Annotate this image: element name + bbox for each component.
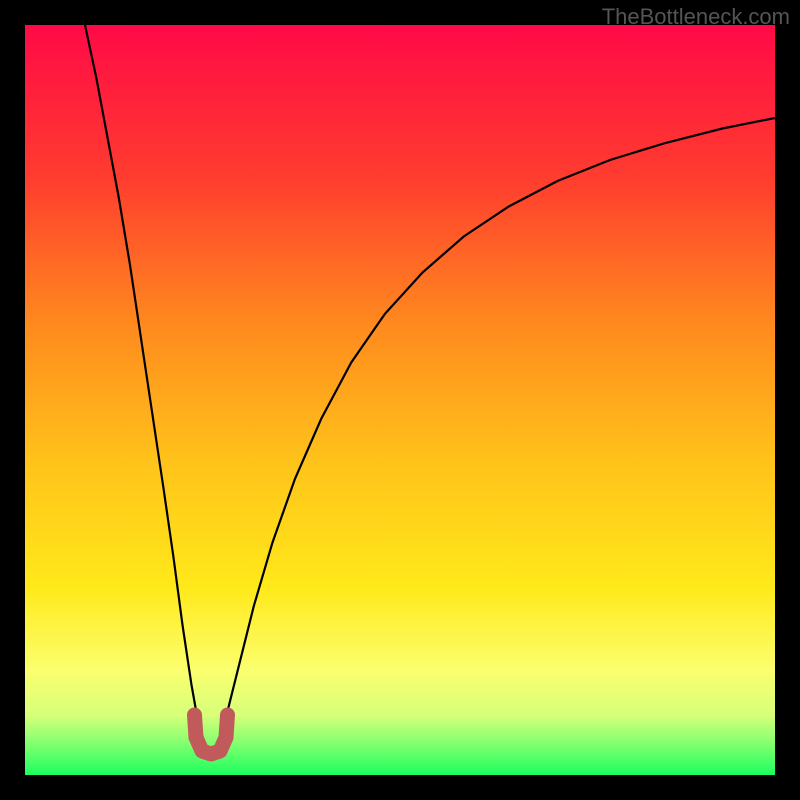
bottleneck-chart-svg — [0, 0, 800, 800]
chart-container: TheBottleneck.com — [0, 0, 800, 800]
chart-background — [25, 25, 775, 775]
watermark-text: TheBottleneck.com — [602, 4, 790, 30]
